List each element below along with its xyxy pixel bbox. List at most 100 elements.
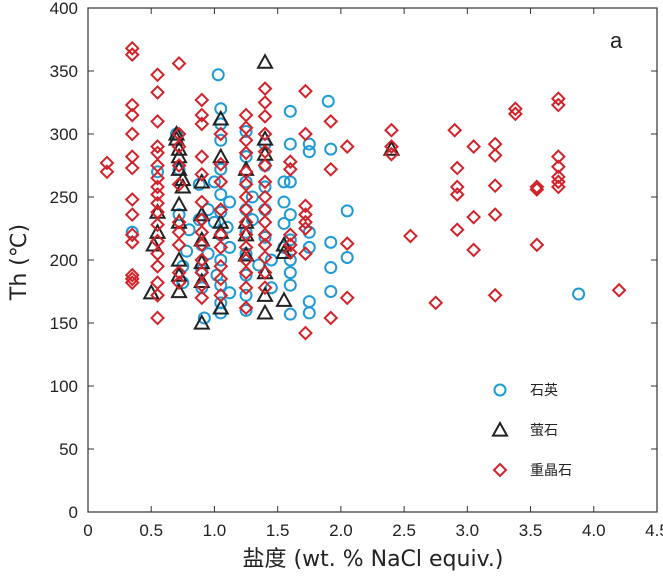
data-point-diamond <box>466 139 482 155</box>
data-point-diamond <box>150 275 165 291</box>
data-point-circle <box>324 142 338 156</box>
data-point-circle <box>223 240 237 254</box>
data-point-diamond <box>339 139 355 155</box>
data-point-circle <box>239 175 253 189</box>
data-point-diamond <box>323 310 339 326</box>
data-point-diamond <box>213 271 229 287</box>
data-point-diamond <box>449 160 465 176</box>
data-point-diamond <box>507 106 523 122</box>
data-point-diamond <box>150 258 165 274</box>
y-tick-label: 250 <box>50 188 78 207</box>
data-point-triangle <box>193 205 211 222</box>
y-axis-title: Th (℃) <box>7 224 32 301</box>
data-point-diamond <box>257 126 273 142</box>
data-point-triangle <box>193 272 211 289</box>
data-point-circle <box>258 159 272 172</box>
legend-label: 石英 <box>530 382 558 399</box>
plot-area <box>87 7 658 513</box>
x-tick-label: 1.0 <box>203 521 227 540</box>
y-tick-label: 150 <box>50 314 78 333</box>
data-point-diamond <box>150 85 165 100</box>
data-point-diamond <box>124 207 140 223</box>
data-point-diamond <box>124 40 140 56</box>
data-point-circle <box>283 278 297 292</box>
data-point-diamond <box>194 194 210 210</box>
data-point-diamond <box>282 227 298 243</box>
data-point-circle <box>283 208 297 222</box>
data-point-circle <box>180 244 194 258</box>
data-point-triangle <box>170 282 188 299</box>
data-point-circle <box>258 230 272 244</box>
x-tick-label: 3.5 <box>519 521 543 540</box>
data-point-diamond <box>124 275 140 291</box>
data-point-triangle <box>256 53 274 69</box>
data-point-diamond <box>213 239 229 255</box>
data-point-diamond <box>298 214 313 230</box>
data-point-circle <box>211 68 225 82</box>
data-point-circle <box>258 180 272 194</box>
data-point-diamond <box>257 174 273 190</box>
data-point-diamond <box>124 126 140 142</box>
data-point-diamond <box>611 282 627 298</box>
data-point-diamond <box>171 214 187 230</box>
data-point-diamond <box>339 236 355 252</box>
data-point-diamond <box>257 227 273 243</box>
data-point-circle <box>172 208 186 222</box>
data-point-circle <box>214 278 228 292</box>
data-point-diamond <box>150 170 165 186</box>
data-point-circle <box>239 124 253 138</box>
data-point-triangle <box>193 172 211 189</box>
data-point-circle <box>214 133 228 147</box>
data-point-diamond <box>124 47 140 63</box>
data-point-circle <box>324 235 338 249</box>
data-point-diamond <box>403 228 418 244</box>
data-point-circle <box>197 311 211 325</box>
data-point-circle <box>283 137 297 151</box>
data-point-circle <box>277 195 291 209</box>
data-point-triangle <box>256 286 274 302</box>
data-point-diamond <box>124 271 140 287</box>
data-point-diamond <box>150 310 165 326</box>
data-point-diamond <box>99 155 115 171</box>
data-point-diamond <box>257 280 273 296</box>
y-tick-label: 300 <box>50 125 78 144</box>
data-point-diamond <box>124 234 140 250</box>
data-point-diamond <box>428 295 444 311</box>
y-tick-label: 100 <box>50 377 78 396</box>
legend-marker-triangle <box>491 420 509 437</box>
data-point-diamond <box>213 156 229 172</box>
data-point-diamond <box>298 325 313 341</box>
data-point-triangle <box>237 245 255 262</box>
plot-frame <box>87 7 658 513</box>
data-point-diamond <box>298 198 313 214</box>
legend-marker-circle <box>493 383 507 397</box>
data-point-circle <box>223 195 237 209</box>
data-point-diamond <box>124 107 140 123</box>
data-point-circle <box>277 175 291 189</box>
data-point-diamond <box>194 237 210 253</box>
data-point-diamond <box>298 221 313 236</box>
data-point-triangle <box>275 291 293 307</box>
data-point-diamond <box>150 67 165 83</box>
data-point-diamond <box>384 146 399 162</box>
data-point-diamond <box>550 97 566 113</box>
data-point-diamond <box>384 139 399 155</box>
data-point-circle <box>258 203 272 217</box>
data-point-diamond <box>213 174 229 190</box>
x-axis-title: 盐度 (wt. % NaCl equiv.) <box>243 547 504 572</box>
data-point-diamond <box>449 187 465 202</box>
data-point-circle <box>207 175 221 189</box>
data-point-triangle <box>275 235 293 252</box>
data-point-circle <box>151 165 165 179</box>
data-point-diamond <box>150 217 165 233</box>
x-tick-label: 1.5 <box>266 521 290 540</box>
data-point-diamond <box>124 227 140 243</box>
data-point-circle <box>214 102 228 116</box>
data-point-diamond <box>213 287 229 303</box>
legend-label: 重晶石 <box>530 463 572 479</box>
x-tick-label: 2.0 <box>329 521 353 540</box>
data-point-diamond <box>323 161 339 177</box>
x-tick-label: 4.0 <box>582 521 606 540</box>
y-tick-label: 0 <box>69 503 78 522</box>
y-tick-label: 50 <box>59 440 78 459</box>
